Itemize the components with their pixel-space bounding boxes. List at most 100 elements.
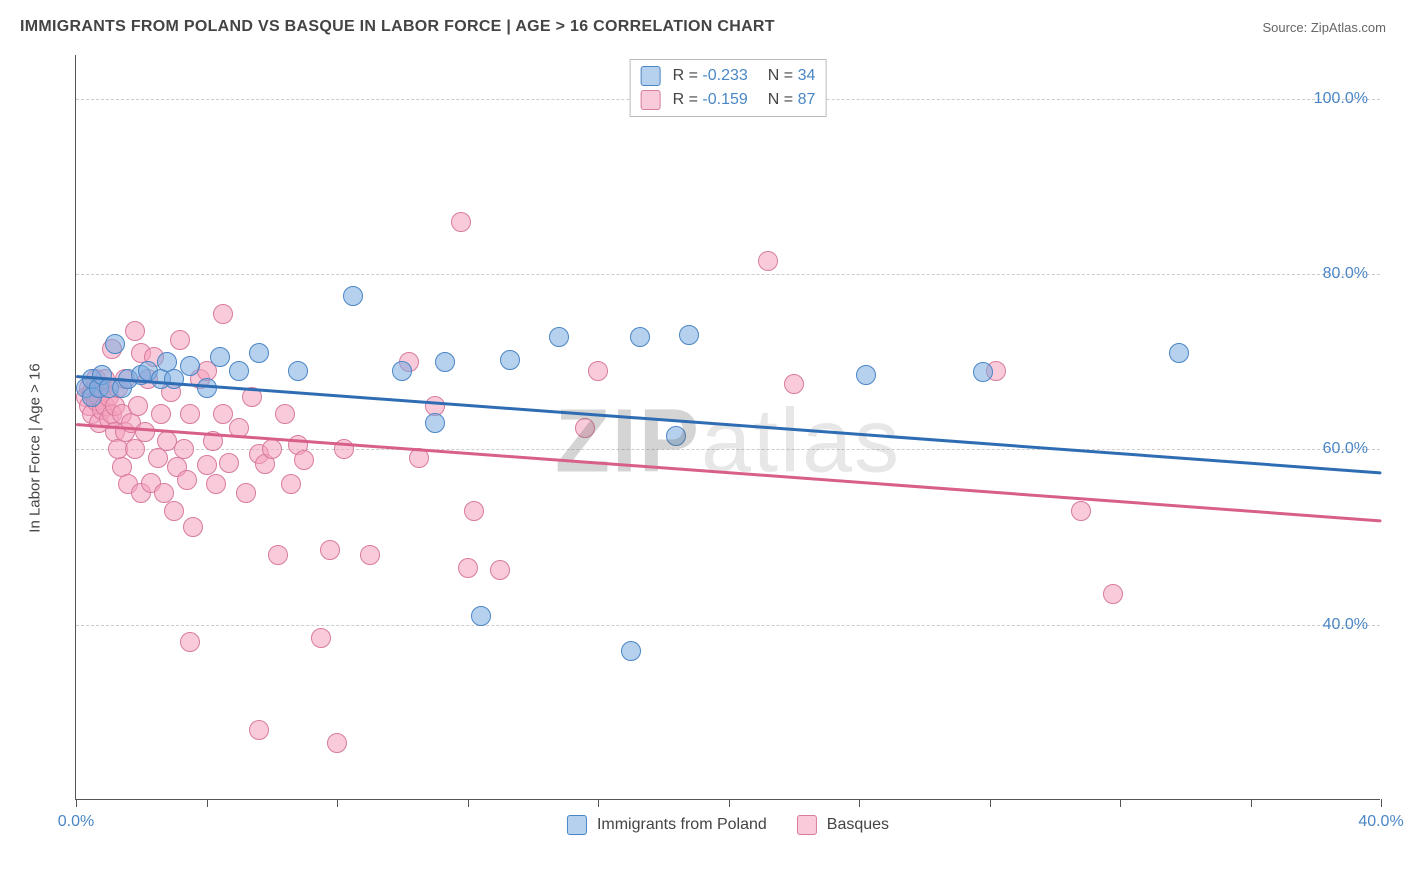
basques-point — [180, 404, 200, 424]
legend-r-poland: R = -0.233 — [673, 67, 748, 85]
x-tick — [990, 799, 991, 807]
basques-point — [451, 212, 471, 232]
poland-point — [249, 343, 269, 363]
basques-point — [268, 545, 288, 565]
basques-point — [174, 439, 194, 459]
poland-point — [425, 413, 445, 433]
chart-area: In Labor Force | Age > 16 ZIPatlas R = -… — [45, 55, 1380, 840]
basques-point — [170, 330, 190, 350]
basques-point — [213, 304, 233, 324]
poland-point — [621, 641, 641, 661]
y-tick-label: 80.0% — [1323, 265, 1368, 283]
y-tick-label: 100.0% — [1314, 90, 1368, 108]
series-legend: Immigrants from Poland Basques — [559, 815, 897, 835]
x-tick — [1120, 799, 1121, 807]
poland-point — [856, 365, 876, 385]
basques-point — [294, 450, 314, 470]
basques-point — [458, 558, 478, 578]
basques-point — [588, 361, 608, 381]
legend-swatch-poland — [641, 66, 661, 86]
poland-point — [392, 361, 412, 381]
gridline — [76, 625, 1380, 626]
basques-point — [1071, 501, 1091, 521]
basques-point — [784, 374, 804, 394]
poland-point — [180, 356, 200, 376]
basques-point — [128, 396, 148, 416]
legend-swatch-basques — [641, 90, 661, 110]
basques-point — [281, 474, 301, 494]
x-tick — [598, 799, 599, 807]
x-tick — [337, 799, 338, 807]
basques-point — [164, 501, 184, 521]
legend-n-poland: N = 34 — [768, 67, 816, 85]
y-tick-label: 40.0% — [1323, 616, 1368, 634]
basques-point — [275, 404, 295, 424]
gridline — [76, 274, 1380, 275]
source-link[interactable]: ZipAtlas.com — [1311, 20, 1386, 35]
basques-point — [320, 540, 340, 560]
source-prefix: Source: — [1262, 20, 1310, 35]
basques-point — [249, 720, 269, 740]
poland-point — [500, 350, 520, 370]
chart-source: Source: ZipAtlas.com — [1262, 20, 1386, 35]
x-tick — [1381, 799, 1382, 807]
legend-row-basques: R = -0.159 N = 87 — [641, 88, 816, 112]
legend-row-poland: R = -0.233 N = 34 — [641, 64, 816, 88]
legend-n-basques: N = 87 — [768, 91, 816, 109]
poland-point — [105, 334, 125, 354]
watermark: ZIPatlas — [555, 390, 901, 493]
legend-label-poland: Immigrants from Poland — [597, 816, 767, 834]
poland-point — [229, 361, 249, 381]
poland-point — [471, 606, 491, 626]
basques-point — [311, 628, 331, 648]
basques-point — [1103, 584, 1123, 604]
poland-point — [549, 327, 569, 347]
y-axis-title: In Labor Force | Age > 16 — [27, 363, 44, 532]
legend-item-poland: Immigrants from Poland — [567, 815, 767, 835]
legend-swatch-basques — [797, 815, 817, 835]
poland-point — [343, 286, 363, 306]
basques-point — [758, 251, 778, 271]
x-tick — [468, 799, 469, 807]
basques-point — [360, 545, 380, 565]
basques-point — [490, 560, 510, 580]
legend-item-basques: Basques — [797, 815, 889, 835]
basques-point — [135, 422, 155, 442]
poland-point — [210, 347, 230, 367]
poland-point — [435, 352, 455, 372]
basques-point — [148, 448, 168, 468]
x-tick-label: 40.0% — [1358, 813, 1403, 831]
chart-title: IMMIGRANTS FROM POLAND VS BASQUE IN LABO… — [20, 18, 775, 36]
scatter-plot: ZIPatlas R = -0.233 N = 34 R = -0.159 N = 8… — [75, 55, 1380, 800]
basques-point — [177, 470, 197, 490]
x-tick — [729, 799, 730, 807]
poland-point — [679, 325, 699, 345]
legend-r-basques: R = -0.159 — [673, 91, 748, 109]
basques-point — [262, 439, 282, 459]
basques-point — [183, 517, 203, 537]
poland-point — [666, 426, 686, 446]
legend-label-basques: Basques — [827, 816, 889, 834]
x-tick — [76, 799, 77, 807]
x-tick — [207, 799, 208, 807]
basques-point — [236, 483, 256, 503]
poland-point — [288, 361, 308, 381]
basques-point — [125, 321, 145, 341]
basques-point — [575, 418, 595, 438]
basques-point — [327, 733, 347, 753]
poland-point — [164, 369, 184, 389]
poland-point — [1169, 343, 1189, 363]
basques-point — [464, 501, 484, 521]
legend-swatch-poland — [567, 815, 587, 835]
poland-point — [973, 362, 993, 382]
basques-point — [151, 404, 171, 424]
y-tick-label: 60.0% — [1323, 440, 1368, 458]
x-tick — [859, 799, 860, 807]
basques-point — [125, 439, 145, 459]
x-tick-label: 0.0% — [58, 813, 94, 831]
x-tick — [1251, 799, 1252, 807]
basques-trendline — [76, 423, 1381, 522]
poland-point — [630, 327, 650, 347]
basques-point — [180, 632, 200, 652]
basques-point — [197, 455, 217, 475]
